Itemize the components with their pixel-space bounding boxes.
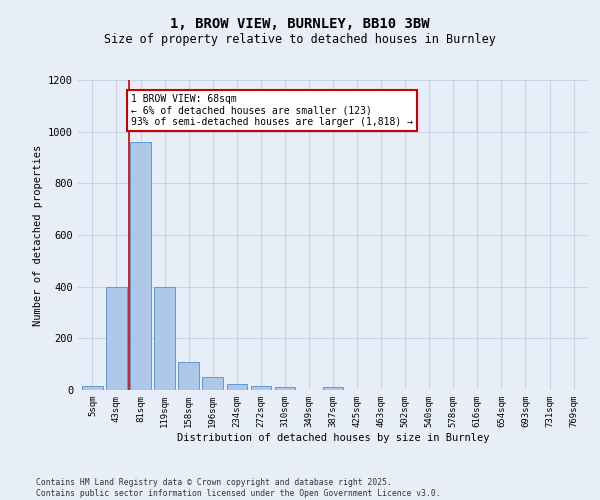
Bar (227, 384, 247, 390)
X-axis label: Distribution of detached houses by size in Burnley: Distribution of detached houses by size … (177, 432, 489, 442)
Text: 1, BROW VIEW, BURNLEY, BB10 3BW: 1, BROW VIEW, BURNLEY, BB10 3BW (170, 18, 430, 32)
Bar (275, 388, 295, 390)
Bar (154, 286, 175, 390)
Text: 1 BROW VIEW: 68sqm
← 6% of detached houses are smaller (123)
93% of semi-detache: 1 BROW VIEW: 68sqm ← 6% of detached hous… (131, 94, 413, 128)
Bar (82, 386, 103, 390)
Bar (130, 142, 151, 390)
Bar (251, 386, 271, 390)
Bar (323, 388, 343, 390)
Bar (178, 362, 199, 390)
Y-axis label: Number of detached properties: Number of detached properties (32, 144, 43, 326)
Bar (202, 377, 223, 390)
Text: Contains HM Land Registry data © Crown copyright and database right 2025.
Contai: Contains HM Land Registry data © Crown c… (36, 478, 440, 498)
Bar (106, 286, 127, 390)
Text: Size of property relative to detached houses in Burnley: Size of property relative to detached ho… (104, 32, 496, 46)
